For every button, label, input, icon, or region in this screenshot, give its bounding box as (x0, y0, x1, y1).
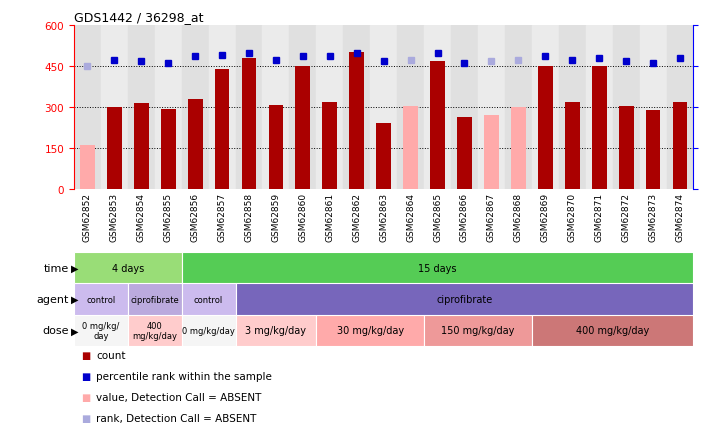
Bar (646, 111, 660, 190)
Text: agent: agent (37, 295, 69, 304)
Text: 30 mg/kg/day: 30 mg/kg/day (337, 326, 404, 335)
Bar (182, 26, 208, 190)
Bar (188, 100, 203, 190)
Bar (565, 102, 579, 190)
Text: 400 mg/kg/day: 400 mg/kg/day (576, 326, 649, 335)
Bar (592, 67, 607, 190)
Bar (397, 26, 424, 190)
Bar (241, 59, 256, 190)
Text: control: control (194, 295, 223, 304)
Text: dose: dose (42, 326, 69, 335)
Bar (134, 104, 149, 190)
Bar (344, 26, 370, 190)
Bar (403, 107, 418, 190)
Bar (612, 26, 639, 190)
Bar (215, 70, 230, 190)
Bar (451, 26, 478, 190)
Bar (236, 284, 693, 315)
Bar (424, 26, 451, 190)
Bar (74, 284, 128, 315)
Text: 4 days: 4 days (112, 263, 144, 273)
Bar (511, 108, 526, 190)
Bar (236, 26, 263, 190)
Bar (538, 67, 553, 190)
Bar (74, 315, 128, 346)
Bar (316, 315, 424, 346)
Bar (128, 315, 182, 346)
Bar (349, 53, 364, 190)
Bar (182, 284, 236, 315)
Bar (128, 284, 182, 315)
Bar (316, 26, 344, 190)
Bar (101, 26, 128, 190)
Text: 0 mg/kg/
day: 0 mg/kg/ day (82, 321, 120, 340)
Text: percentile rank within the sample: percentile rank within the sample (96, 372, 272, 381)
Bar (559, 26, 586, 190)
Bar (268, 105, 283, 190)
Bar (370, 26, 397, 190)
Bar (376, 123, 391, 190)
Bar (107, 108, 122, 190)
Text: ciprofibrate: ciprofibrate (436, 295, 493, 304)
Bar (80, 146, 95, 190)
Text: ■: ■ (81, 372, 90, 381)
Bar (263, 26, 289, 190)
Bar (484, 116, 499, 190)
Bar (182, 315, 236, 346)
Text: count: count (96, 351, 126, 361)
Bar (155, 26, 182, 190)
Bar (532, 315, 693, 346)
Text: ▶: ▶ (71, 295, 79, 304)
Text: 400
mg/kg/day: 400 mg/kg/day (132, 321, 177, 340)
Bar (667, 26, 693, 190)
Bar (322, 102, 337, 190)
Text: ■: ■ (81, 413, 90, 423)
Text: ciprofibrate: ciprofibrate (130, 295, 179, 304)
Bar (672, 103, 687, 190)
Text: 15 days: 15 days (418, 263, 457, 273)
Bar (74, 253, 182, 284)
Text: value, Detection Call = ABSENT: value, Detection Call = ABSENT (96, 392, 262, 402)
Text: ■: ■ (81, 392, 90, 402)
Bar (74, 26, 101, 190)
Bar (128, 26, 155, 190)
Bar (639, 26, 667, 190)
Bar (532, 26, 559, 190)
Text: time: time (44, 263, 69, 273)
Bar (505, 26, 532, 190)
Bar (236, 315, 316, 346)
Bar (619, 106, 634, 190)
Text: GDS1442 / 36298_at: GDS1442 / 36298_at (74, 11, 203, 24)
Text: 0 mg/kg/day: 0 mg/kg/day (182, 326, 235, 335)
Text: ▶: ▶ (71, 263, 79, 273)
Bar (182, 253, 693, 284)
Bar (289, 26, 316, 190)
Bar (208, 26, 236, 190)
Text: 3 mg/kg/day: 3 mg/kg/day (246, 326, 306, 335)
Bar (296, 67, 310, 190)
Text: control: control (86, 295, 115, 304)
Bar (161, 110, 175, 190)
Bar (478, 26, 505, 190)
Text: rank, Detection Call = ABSENT: rank, Detection Call = ABSENT (96, 413, 257, 423)
Bar (457, 118, 472, 190)
Bar (586, 26, 612, 190)
Bar (430, 62, 445, 190)
Text: ▶: ▶ (71, 326, 79, 335)
Text: 150 mg/kg/day: 150 mg/kg/day (441, 326, 515, 335)
Bar (424, 315, 532, 346)
Text: ■: ■ (81, 351, 90, 361)
